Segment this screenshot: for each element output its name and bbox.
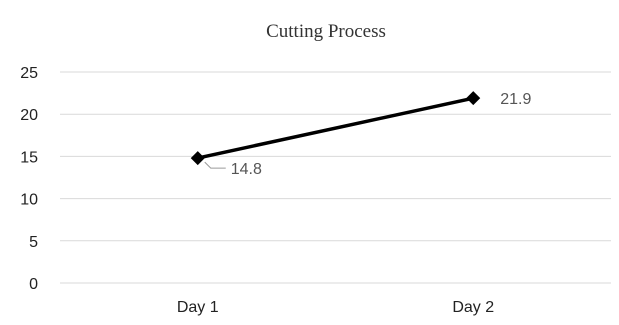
- data-label-1: 14.8: [231, 161, 262, 178]
- series-markers: [190, 91, 481, 166]
- leader-line: [204, 161, 226, 169]
- data-label-leaders: [204, 161, 226, 169]
- data-point-1: [190, 151, 205, 166]
- series-line: [197, 96, 474, 160]
- x-tick-label: Day 2: [452, 299, 494, 316]
- x-axis-ticks: Day 1 Day 2: [177, 299, 494, 316]
- y-tick-label: 25: [20, 65, 38, 82]
- y-tick-label: 0: [29, 276, 38, 293]
- data-labels: 14.8 21.9: [231, 91, 532, 178]
- data-point-2: [466, 91, 481, 106]
- y-axis-ticks: 0 5 10 15 20 25: [20, 65, 38, 293]
- y-tick-label: 5: [29, 234, 38, 251]
- gridlines: [60, 71, 611, 284]
- series-line-path: [197, 96, 474, 160]
- y-tick-label: 10: [20, 192, 38, 209]
- chart-title: Cutting Process: [266, 21, 386, 42]
- y-tick-label: 20: [20, 107, 38, 124]
- data-label-2: 21.9: [500, 91, 531, 108]
- x-tick-label: Day 1: [177, 299, 219, 316]
- y-tick-label: 15: [20, 149, 38, 166]
